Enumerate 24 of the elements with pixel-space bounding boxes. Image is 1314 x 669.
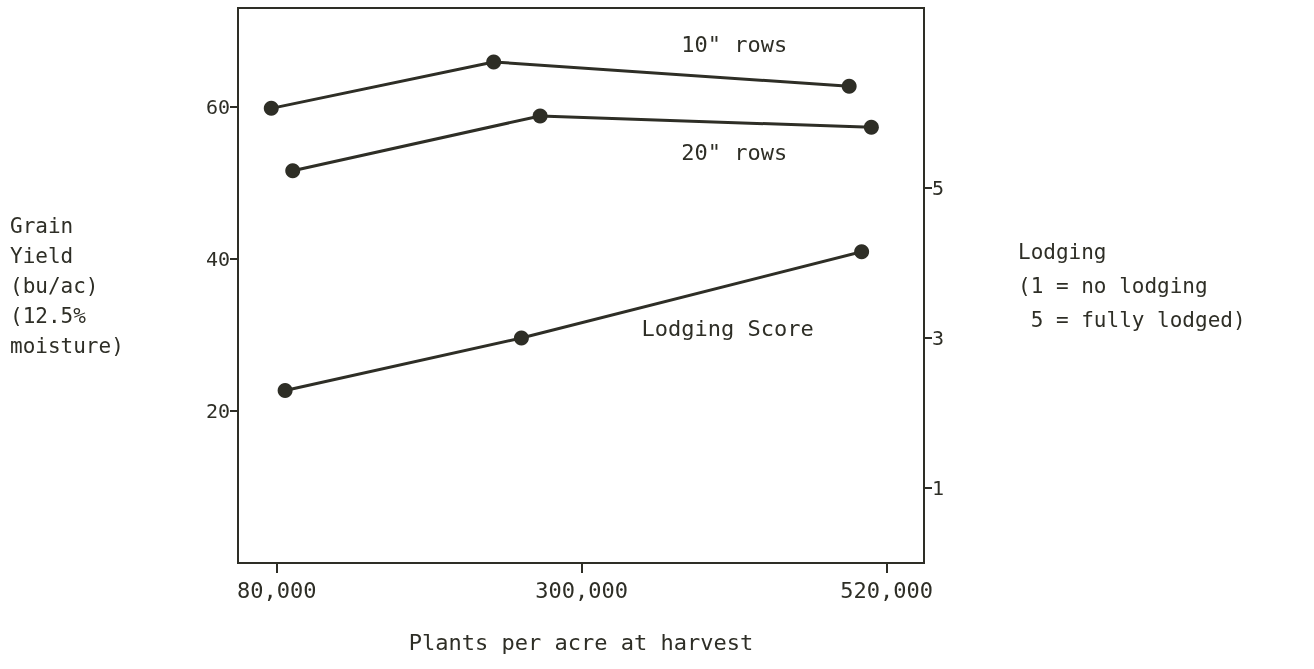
point <box>277 383 293 398</box>
y-tick-label: 40 <box>205 246 230 271</box>
y2-axis-title: Lodging (1 = no lodging 5 = fully lodged) <box>1018 239 1246 332</box>
point <box>854 244 870 260</box>
y2-tick-label: 1 <box>932 476 945 500</box>
y2-tick-label: 3 <box>932 326 945 350</box>
x-tick-label: 300,000 <box>535 577 629 603</box>
point <box>532 108 548 124</box>
point <box>285 163 301 179</box>
point <box>863 119 879 135</box>
y2-tick-label: 5 <box>932 176 945 200</box>
point <box>841 78 857 94</box>
y-tick-label: 20 <box>205 398 230 423</box>
x-tick-label: 80,000 <box>237 577 317 603</box>
point <box>486 54 502 70</box>
x-tick-label: 520,000 <box>840 577 933 603</box>
y-axis-title: Grain Yield (bu/ac) (12.5% moisture) <box>10 213 124 358</box>
series-label: 20" rows <box>681 139 788 165</box>
x-axis-title: Plants per acre at harvest <box>408 629 754 655</box>
y-tick-label: 60 <box>205 94 230 119</box>
series-label: 10" rows <box>681 31 788 57</box>
point <box>263 100 279 116</box>
point <box>513 330 529 346</box>
series-label: Lodging Score <box>641 316 814 342</box>
